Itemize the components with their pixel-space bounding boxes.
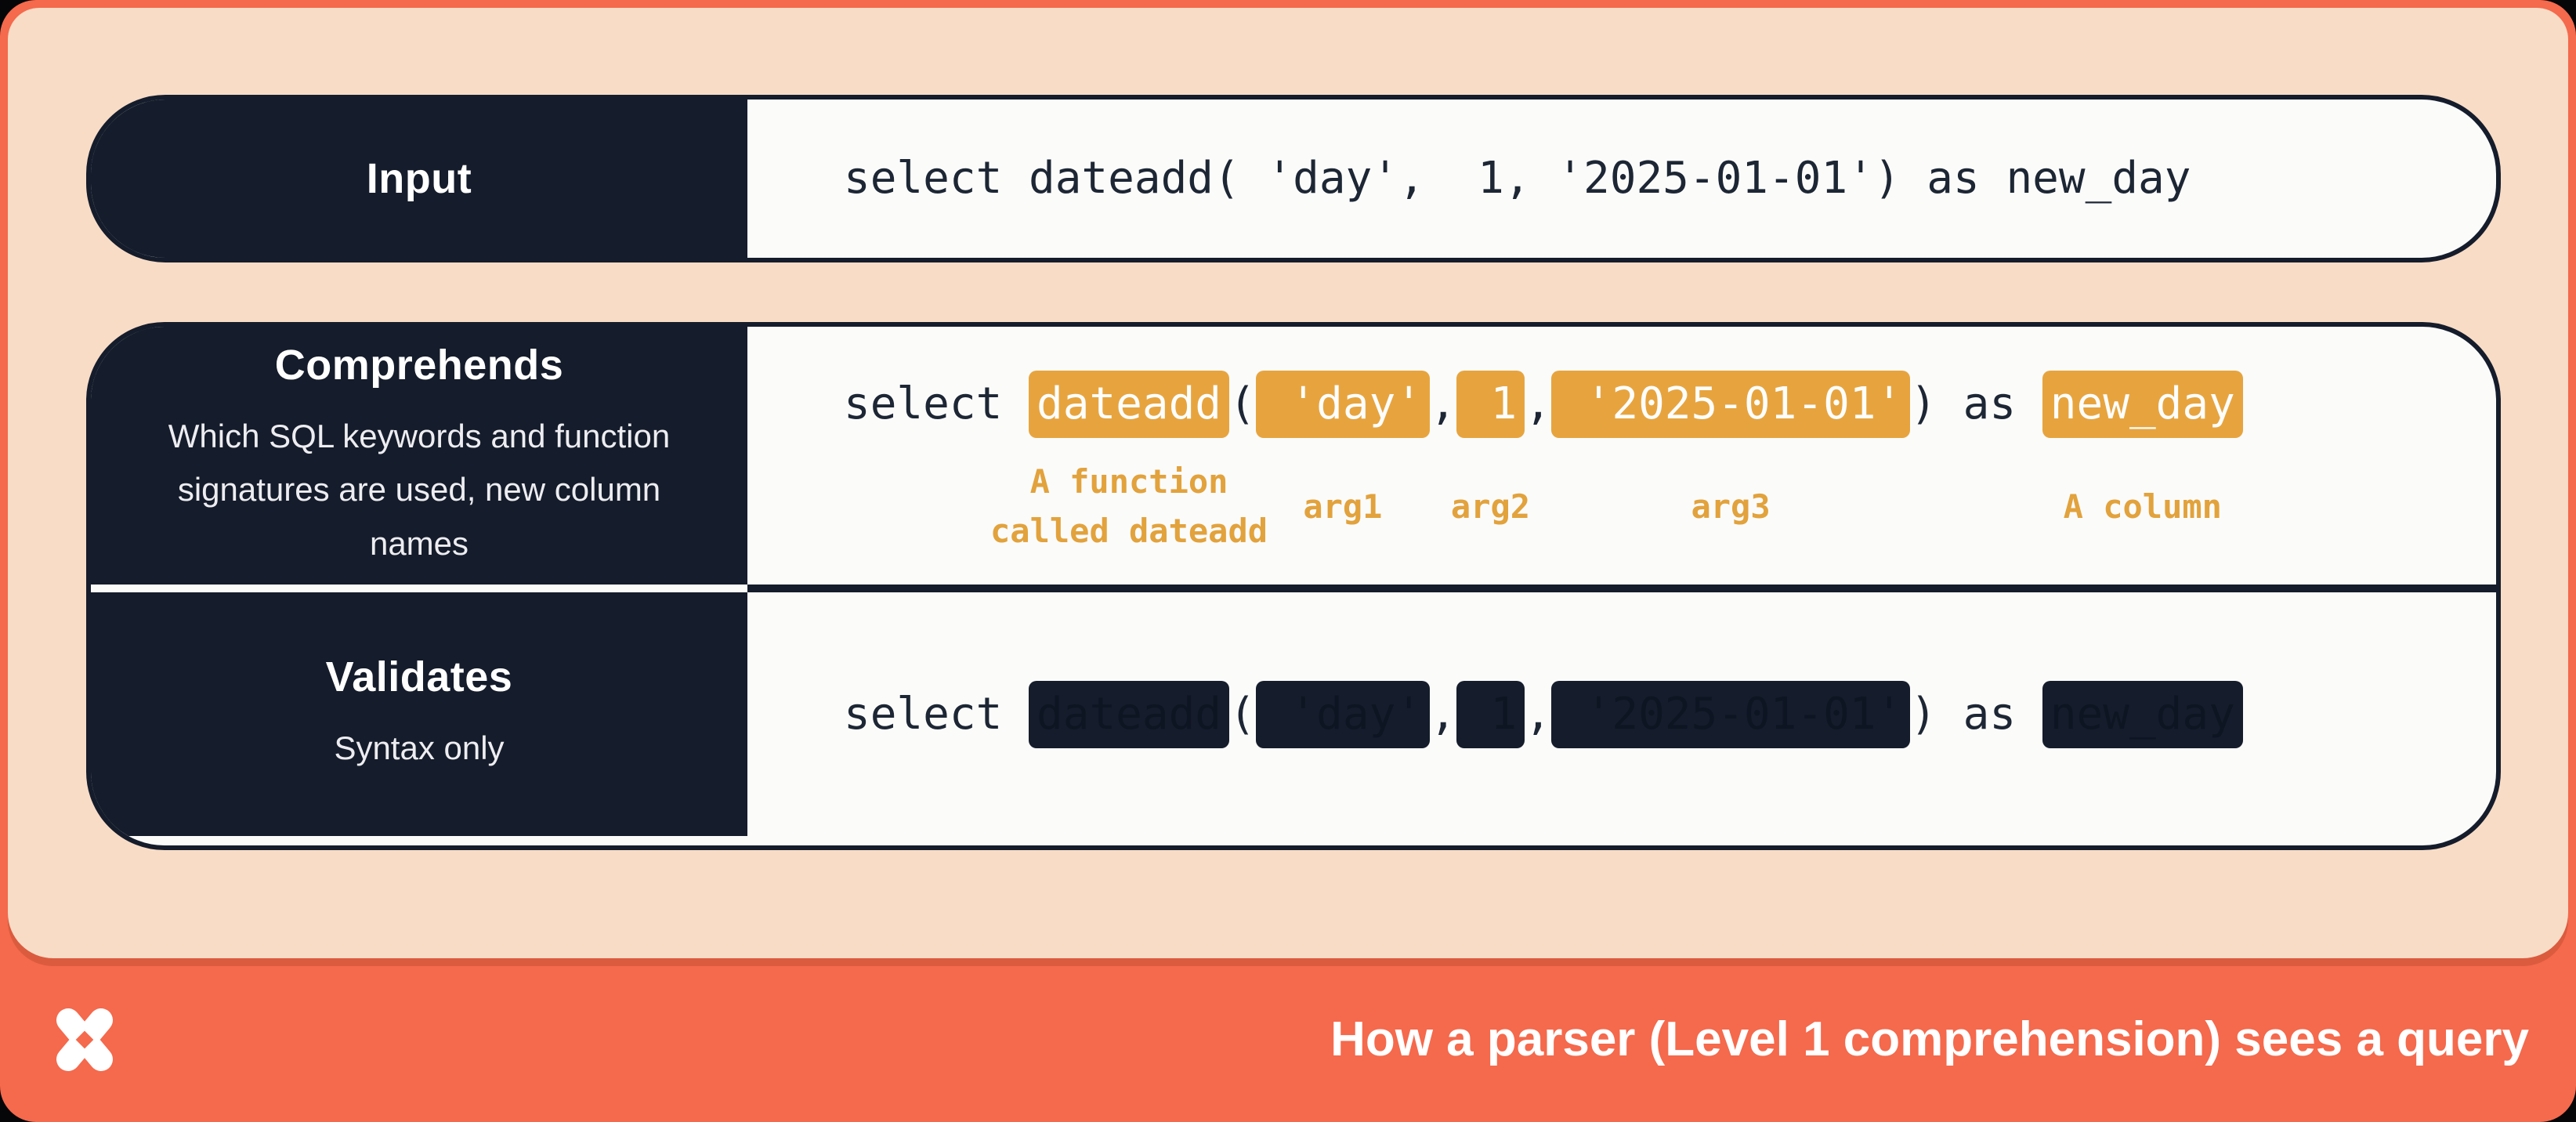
validates-codeline: select dateadd( 'day', 1, '2025-01-01') … xyxy=(844,680,2243,748)
redacted-token: dateadd xyxy=(1029,680,1230,748)
token-text: '2025-01-01' xyxy=(1550,680,1911,748)
comprehends-label-cell: Comprehends Which SQL keywords and funct… xyxy=(91,327,747,585)
input-label: Input xyxy=(366,155,472,202)
code-text: , xyxy=(1430,688,1456,740)
validates-label-cell: Validates Syntax only xyxy=(91,592,747,836)
comprehends-label: Comprehends xyxy=(274,342,564,389)
redacted-token: new_day xyxy=(2042,680,2243,748)
highlighted-token: dateadd A function called dateadd xyxy=(990,371,1268,550)
highlighted-token: 1 arg2 xyxy=(1451,371,1530,526)
token-text: 1 xyxy=(1456,371,1525,438)
token-annotation: arg3 xyxy=(1691,487,1771,526)
comprehends-codeline: select dateadd A function called dateadd (… xyxy=(844,371,2496,550)
x-star-logo-icon xyxy=(56,1008,113,1071)
comprehends-subtitle: Which SQL keywords and function signatur… xyxy=(168,418,671,562)
redacted-token: 1 xyxy=(1456,680,1525,748)
token-text: 1 xyxy=(1456,680,1525,748)
token-text: new_day xyxy=(2042,680,2243,748)
validates-subtitle: Syntax only xyxy=(334,729,505,767)
token-text: dateadd xyxy=(1029,680,1230,748)
code-text: ( xyxy=(1229,688,1256,740)
code-text: ) as xyxy=(1910,688,2042,740)
highlighted-token: '2025-01-01' arg3 xyxy=(1550,371,1911,526)
token-text: dateadd xyxy=(1029,371,1230,438)
code-text: ( xyxy=(1229,378,1256,429)
input-label-pill: Input xyxy=(91,100,747,258)
redacted-token: 'day' xyxy=(1255,680,1431,748)
redacted-token: '2025-01-01' xyxy=(1550,680,1911,748)
divider-rule xyxy=(747,585,2496,592)
highlighted-token: new_day A column xyxy=(2042,371,2243,526)
footer-bar: How a parser (Level 1 comprehension) see… xyxy=(0,958,2576,1122)
code-text: select xyxy=(844,378,1029,429)
token-annotation: A function called dateadd xyxy=(990,462,1268,550)
footer-title: How a parser (Level 1 comprehension) see… xyxy=(1330,1012,2529,1066)
comprehends-validates-box: Comprehends Which SQL keywords and funct… xyxy=(86,322,2501,850)
input-code: select dateadd( 'day', 1, '2025-01-01') … xyxy=(844,153,2191,204)
input-code-area: select dateadd( 'day', 1, '2025-01-01') … xyxy=(747,100,2496,258)
divider-left-gap xyxy=(91,585,747,592)
code-text: , xyxy=(1430,378,1456,429)
token-annotation: A column xyxy=(2063,487,2222,526)
validates-label: Validates xyxy=(325,653,513,701)
token-text: 'day' xyxy=(1255,680,1431,748)
token-annotation: arg2 xyxy=(1450,487,1531,526)
token-text: new_day xyxy=(2042,371,2243,438)
code-text: , xyxy=(1525,688,1551,740)
input-row: Input select dateadd( 'day', 1, '2025-01… xyxy=(86,95,2501,262)
highlighted-token: 'day' arg1 xyxy=(1255,371,1431,526)
token-text: '2025-01-01' xyxy=(1550,371,1911,438)
token-annotation: arg1 xyxy=(1303,487,1383,526)
validates-code-cell: select dateadd( 'day', 1, '2025-01-01') … xyxy=(747,592,2496,836)
comprehends-code-cell: select dateadd A function called dateadd (… xyxy=(747,327,2496,585)
token-text: 'day' xyxy=(1255,371,1431,438)
code-text: , xyxy=(1525,378,1551,429)
code-text: ) as xyxy=(1910,378,2042,429)
code-text: select xyxy=(844,688,1029,740)
